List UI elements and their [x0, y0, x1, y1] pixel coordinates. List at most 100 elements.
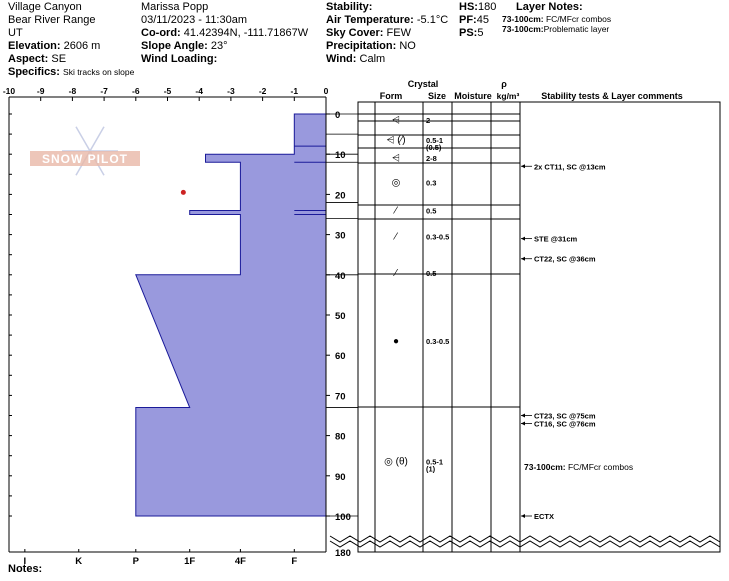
- logo-flake-arm: [75, 126, 91, 152]
- temperature-point: [180, 189, 186, 195]
- test-arrowhead: [521, 514, 525, 518]
- test-arrowhead: [521, 256, 525, 261]
- header-form: Form: [380, 91, 403, 101]
- slope-label: Slope Angle:: [141, 40, 208, 52]
- hardness-profile: [135, 113, 327, 517]
- temp-tick-label: -10: [3, 86, 16, 96]
- temp-tick-label: -3: [227, 86, 235, 96]
- hardness-tick-label: P: [133, 556, 140, 567]
- header-moisture: Moisture: [454, 91, 492, 101]
- depth-tick-label: 50: [335, 311, 346, 322]
- temp-tick-label: -2: [259, 86, 267, 96]
- wind-label: Wind:: [326, 53, 357, 65]
- temp-tick-label: 0: [324, 86, 329, 96]
- temp-tick-label: -9: [37, 86, 45, 96]
- hardness-tick-label: I: [24, 556, 27, 567]
- table-frame: [357, 101, 721, 553]
- layer-form: ⁄: [392, 232, 398, 243]
- layer-size-sub: (1): [426, 465, 436, 474]
- pf-label: PF:: [459, 14, 477, 26]
- header-rho: ρ: [501, 79, 507, 89]
- hardness-tick-label: K: [75, 556, 82, 567]
- stability-test-label: CT23, SC @75cm: [534, 412, 596, 421]
- layer-form: ◎: [392, 177, 401, 188]
- temp-tick-label: -7: [100, 86, 108, 96]
- stability-label: Stability:: [326, 1, 373, 13]
- layer-comment-range: 73-100cm:: [524, 462, 568, 472]
- sky: FEW: [386, 27, 411, 39]
- layer-note-1: 73-100cm: FC/MFcr combos 73-100cm:Proble…: [502, 14, 611, 34]
- hardness-area: [135, 113, 327, 517]
- stability-test-label: 2x CT11, SC @13cm: [534, 162, 606, 171]
- layer-note-text: Problematic layer: [543, 24, 610, 34]
- depth-tick-label: 0: [335, 110, 340, 121]
- header-comments: Stability tests & Layer comments: [541, 91, 683, 101]
- header-density-unit: kg/m³: [497, 91, 520, 101]
- header-size: Size: [428, 91, 446, 101]
- layer-comment-text: FC/MFcr combos: [568, 462, 633, 472]
- layer-note-range: 73-100cm:: [502, 24, 544, 34]
- layer-notes-label: Layer Notes:: [516, 1, 583, 13]
- depth-tick-label: 20: [335, 190, 346, 201]
- aspect-label: Aspect:: [8, 53, 49, 65]
- layer-size: 2: [426, 116, 430, 125]
- coord-label: Co-ord:: [141, 27, 181, 39]
- ps-label: PS:: [459, 27, 478, 39]
- layer-notes: Layer Notes:: [516, 1, 583, 14]
- layer-comment: 73-100cm: FC/MFcr combos: [524, 462, 633, 472]
- layer-size: 0.5-1: [426, 458, 443, 467]
- test-arrowhead: [521, 413, 525, 418]
- depth-tick-label: 100: [335, 512, 351, 523]
- precip-label: Precipitation:: [326, 40, 397, 52]
- header-col2: Marissa Popp 03/11/2023 - 11:30am Co-ord…: [141, 1, 308, 66]
- range: Bear River Range: [8, 14, 96, 26]
- layer-form: ⁄: [392, 268, 398, 279]
- hs: 180: [477, 1, 497, 13]
- state: UT: [8, 27, 23, 39]
- location: Village Canyon: [8, 1, 82, 13]
- layer-size: 0.3: [426, 178, 436, 187]
- depth-tick-label: 40: [335, 271, 346, 282]
- hardness-tick-label: 4F: [235, 556, 246, 567]
- coord: 41.42394N, -111.71867W: [183, 27, 309, 39]
- test-arrowhead: [521, 164, 525, 169]
- layer-form: ⩤: [392, 153, 400, 164]
- layer-size: 0.5: [426, 206, 436, 215]
- air-temp: -5.1°C: [416, 14, 449, 26]
- layer-form: ⩤ (⁄): [386, 135, 405, 146]
- layer-size: 0.5-1: [426, 136, 443, 145]
- depth-tick-label: 90: [335, 472, 346, 483]
- layer-note-text: FC/MFcr combos: [545, 14, 612, 24]
- stability-test-label: STE @31cm: [534, 235, 577, 244]
- notes-label: Notes:: [8, 563, 43, 575]
- header-col3: Stability: Air Temperature: -5.1°C Sky C…: [326, 1, 448, 66]
- observer: Marissa Popp: [141, 1, 209, 13]
- axes: -10 -9 -8 -7 -6 -5 -4 -3 -2 -1 0010203040506070809…: [3, 86, 351, 567]
- hardness-tick-label: F: [291, 556, 297, 567]
- wind: Calm: [359, 53, 386, 65]
- depth-tick-label: 60: [335, 351, 346, 362]
- depth-tick-label: 30: [335, 231, 346, 242]
- layer-size-sub: (0.5): [426, 143, 442, 152]
- temp-tick-label: -8: [69, 86, 77, 96]
- precip: NO: [399, 40, 416, 52]
- depth-tick-label: 80: [335, 432, 346, 443]
- temp-tick-label: -1: [291, 86, 299, 96]
- datetime: 03/11/2023 - 11:30am: [141, 14, 248, 26]
- specifics: Ski tracks on slope: [63, 67, 135, 77]
- logo-flake-arm: [89, 126, 105, 152]
- layer-size: 2-8: [426, 154, 437, 163]
- layer-table: Crystal Form Size Moisture ρ kg/m³ Stability t…: [326, 79, 721, 553]
- test-arrowhead: [521, 421, 525, 426]
- elevation: 2606 m: [63, 40, 101, 52]
- temp-tick-label: -5: [164, 86, 172, 96]
- header-col4: HS:180 PF:45 PS:5: [459, 1, 496, 40]
- slope: 23°: [210, 40, 228, 52]
- stability-test-label: ECTX: [534, 512, 554, 521]
- layer-size: 0.3-0.5: [426, 233, 449, 242]
- depth-tick-label: 10: [335, 150, 346, 161]
- layer-size: 0.5: [426, 269, 436, 278]
- snowpilot-logo: SNOW PILOT: [30, 126, 140, 176]
- stability-test-label: CT22, SC @36cm: [534, 255, 596, 264]
